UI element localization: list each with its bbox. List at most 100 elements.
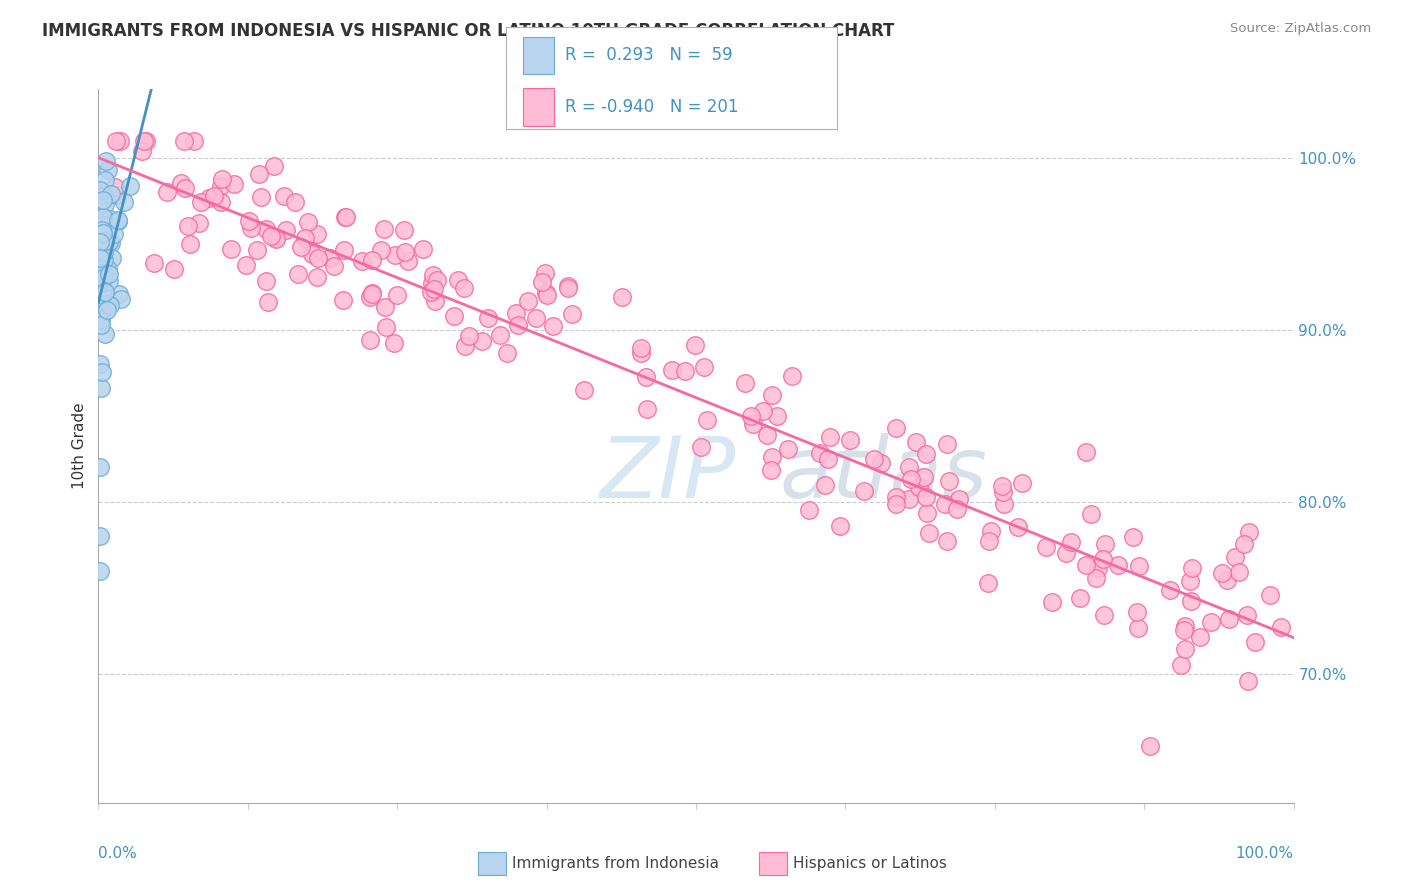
Point (131, 145, 153, 159)
Point (423, 293, 446, 308)
Point (209, 194, 232, 209)
Point (1074, 558, 1097, 572)
Point (948, 491, 970, 506)
Point (1216, 573, 1239, 587)
Point (915, 507, 938, 521)
Point (352, 253, 374, 268)
Point (897, 492, 920, 507)
Point (104, 180, 127, 194)
Point (1059, 535, 1081, 549)
Text: IMMIGRANTS FROM INDONESIA VS HISPANIC OR LATINO 10TH GRADE CORRELATION CHART: IMMIGRANTS FROM INDONESIA VS HISPANIC OR… (42, 22, 894, 40)
Point (536, 288, 558, 302)
Point (97, 162, 120, 177)
Point (1128, 621, 1150, 635)
Point (412, 242, 434, 256)
Point (1236, 607, 1258, 622)
Point (610, 290, 633, 304)
Point (918, 525, 941, 540)
Point (335, 211, 357, 225)
Point (94, 326, 117, 341)
Point (187, 216, 209, 230)
Point (446, 273, 468, 287)
Point (374, 300, 396, 314)
Point (110, 292, 132, 306)
Point (91, 226, 114, 240)
Point (908, 480, 931, 494)
Text: R =  0.293   N =  59: R = 0.293 N = 59 (565, 46, 733, 64)
Point (693, 359, 716, 374)
Point (256, 295, 278, 310)
Point (820, 429, 842, 443)
Point (761, 388, 783, 402)
Point (912, 470, 935, 484)
Point (458, 328, 481, 343)
Point (531, 276, 554, 290)
Y-axis label: 10th Grade: 10th Grade (72, 402, 87, 490)
Point (508, 318, 530, 332)
Point (696, 413, 718, 427)
Point (222, 178, 245, 192)
Point (1181, 560, 1204, 574)
Point (319, 251, 342, 265)
Point (90, 275, 112, 289)
Point (202, 188, 225, 202)
Point (1233, 537, 1256, 551)
Point (105, 134, 128, 148)
Point (264, 231, 287, 245)
Point (90, 381, 112, 395)
Point (112, 195, 135, 210)
Point (97, 261, 120, 276)
Point (173, 134, 195, 148)
Point (1173, 623, 1195, 637)
Point (170, 176, 193, 190)
Point (661, 363, 683, 377)
Point (870, 456, 893, 470)
Text: ZIP: ZIP (600, 433, 737, 516)
Point (297, 214, 319, 228)
Point (759, 463, 782, 477)
Point (89, 564, 111, 578)
Point (385, 288, 408, 302)
Point (250, 190, 273, 204)
Point (852, 484, 875, 499)
Point (1188, 630, 1211, 644)
Point (1011, 475, 1033, 490)
Point (238, 214, 260, 228)
Point (734, 376, 756, 391)
Point (307, 251, 329, 265)
Point (1170, 658, 1192, 673)
Point (373, 222, 395, 236)
Point (91, 304, 114, 318)
Point (91, 271, 114, 285)
Point (93, 253, 115, 268)
Point (1201, 615, 1223, 630)
Point (420, 285, 443, 299)
Point (1094, 537, 1116, 551)
Point (808, 446, 831, 460)
Point (914, 490, 936, 504)
Text: Hispanics or Latinos: Hispanics or Latinos (793, 856, 946, 871)
Point (1092, 552, 1115, 566)
Point (636, 370, 658, 384)
Point (1128, 558, 1150, 573)
Point (534, 285, 557, 300)
Point (198, 191, 221, 205)
Point (761, 450, 783, 465)
Point (307, 227, 329, 241)
Point (89, 258, 111, 272)
Point (1122, 530, 1144, 544)
Point (1080, 507, 1102, 521)
Point (98, 235, 121, 249)
Point (1174, 619, 1197, 633)
Point (830, 519, 852, 533)
Point (557, 279, 579, 293)
Point (396, 254, 419, 268)
Text: 0.0%: 0.0% (98, 846, 138, 861)
Point (107, 214, 129, 228)
Point (1237, 673, 1260, 688)
Point (1223, 550, 1246, 565)
Point (91, 365, 114, 379)
Point (173, 181, 195, 195)
Point (254, 274, 277, 288)
Point (104, 188, 127, 202)
